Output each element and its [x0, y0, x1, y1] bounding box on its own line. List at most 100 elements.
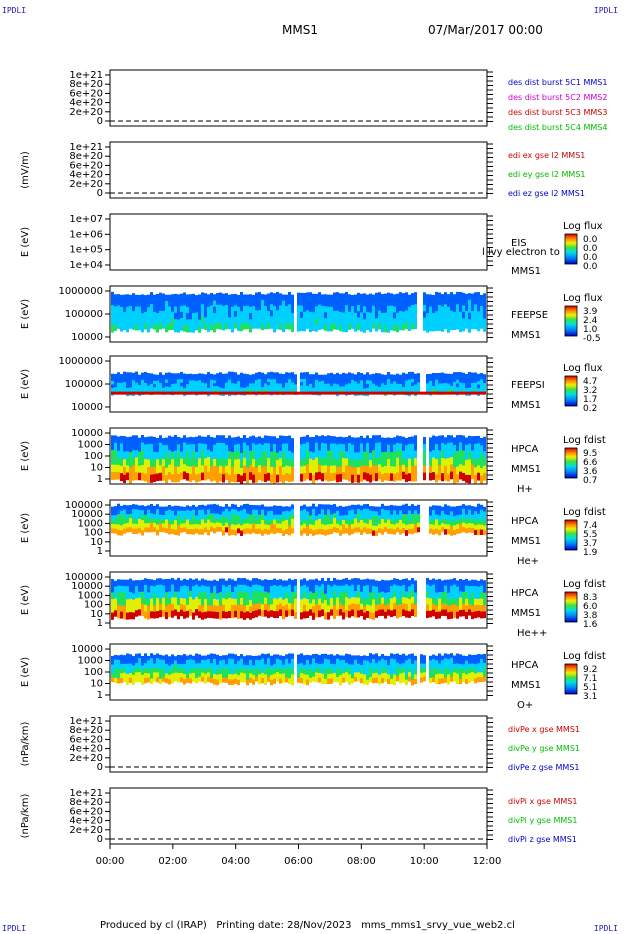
- spec-cell-hpca-he: [285, 519, 288, 525]
- spec-cell-hpca-he2: [255, 603, 258, 611]
- spec-cell-hpca-he2: [348, 586, 351, 593]
- spec-cell-feepsi: [480, 379, 483, 383]
- spec-cell-hpca-h: [177, 459, 180, 468]
- spec-cell-hpca-he2: [360, 609, 363, 617]
- spec-cell-hpca-h: [321, 465, 324, 474]
- spec-cell-feepsi: [405, 377, 408, 382]
- spec-cell-hpca-he: [129, 505, 132, 510]
- spec-cell-hpca-he: [234, 529, 237, 536]
- spec-cell-hpca-o: [309, 673, 312, 679]
- spec-cell-feepse: [303, 292, 306, 300]
- spec-cell-hpca-he: [465, 519, 468, 525]
- legend-divpi: divPi z gse MMS1: [508, 835, 577, 844]
- spec-cell-hpca-o: [171, 673, 174, 679]
- spec-cell-feepsi: [381, 383, 384, 387]
- spec-cell-feepsi: [213, 374, 216, 378]
- spec-cell-hpca-o: [429, 678, 432, 683]
- spec-cell-feepse: [141, 319, 144, 327]
- spec-cell-hpca-he: [120, 525, 123, 531]
- spec-cell-feepse: [369, 312, 372, 320]
- spec-cell-hpca-he2: [177, 598, 180, 606]
- spec-cell-hpca-he2: [120, 592, 123, 600]
- spec-cell-feepsi: [432, 382, 435, 387]
- spec-cell-feepsi: [243, 384, 246, 389]
- spec-cell-hpca-he: [474, 520, 477, 526]
- spec-cell-feepsi: [447, 383, 450, 388]
- spec-cell-feepsi: [345, 377, 348, 382]
- spec-cell-hpca-he2: [411, 603, 414, 610]
- spec-cell-hpca-h: [153, 459, 156, 468]
- spec-cell-feepse: [438, 317, 441, 325]
- spec-cell-hpca-o: [273, 654, 276, 660]
- spec-cell-hpca-he: [279, 519, 282, 525]
- spec-cell-feepsi: [255, 376, 258, 381]
- spec-cell-feepse: [123, 294, 126, 301]
- spec-cell-hpca-o: [258, 655, 261, 661]
- spec-cell-hpca-he2: [168, 591, 171, 599]
- spec-cell-hpca-he2: [303, 598, 306, 606]
- spec-cell-hpca-he: [480, 519, 483, 526]
- spec-cell-feepse: [174, 312, 177, 320]
- spec-cell-hpca-h: [288, 473, 291, 482]
- spec-cell-hpca-he: [162, 519, 165, 524]
- spec-cell-hpca-o: [471, 659, 474, 665]
- spec-cell-hpca-h: [198, 450, 201, 459]
- spec-cell-hpca-o: [348, 659, 351, 665]
- spec-cell-hpca-o: [276, 676, 279, 682]
- spec-cell-hpca-he2: [342, 598, 345, 607]
- spec-cell-feepse: [423, 292, 426, 300]
- spec-cell-hpca-he: [132, 518, 135, 525]
- spec-cell-feepsi: [114, 377, 117, 382]
- spec-cell-hpca-o: [222, 655, 225, 661]
- spec-cell-hpca-he2: [156, 591, 159, 599]
- spec-cell-feepse: [327, 318, 330, 326]
- spec-cell-feepse: [255, 298, 258, 305]
- spec-cell-hpca-he2: [174, 591, 177, 599]
- spec-cell-feepse: [354, 294, 357, 302]
- spec-cell-feepsi: [318, 381, 321, 386]
- spec-cell-hpca-he: [252, 514, 255, 520]
- colorbar-tick-feepse: 1.0: [583, 325, 598, 335]
- spec-cell-feepsi: [162, 378, 165, 382]
- spec-cell-feepse: [240, 292, 243, 299]
- spec-cell-hpca-o: [198, 658, 201, 664]
- spec-cell-feepse: [312, 324, 315, 332]
- spec-cell-hpca-he: [114, 506, 117, 512]
- spec-cell-hpca-he: [135, 504, 138, 510]
- spec-cell-hpca-h: [315, 464, 318, 473]
- spec-cell-hpca-h: [408, 473, 411, 482]
- spec-cell-hpca-h: [225, 437, 228, 446]
- spec-cell-feepsi: [156, 386, 159, 391]
- spec-cell-feepse: [480, 300, 483, 307]
- spec-cell-hpca-o: [399, 668, 402, 674]
- spec-cell-hpca-o: [456, 653, 459, 660]
- spec-cell-feepse: [276, 298, 279, 305]
- spec-cell-feepsi: [111, 384, 114, 389]
- spec-cell-hpca-o: [207, 659, 210, 664]
- spec-cell-feepse: [132, 317, 135, 324]
- spec-cell-hpca-he: [156, 524, 159, 531]
- spec-cell-feepsi: [378, 373, 381, 378]
- spec-cell-hpca-o: [435, 655, 438, 661]
- spec-cell-hpca-he: [171, 510, 174, 516]
- spec-cell-feepsi: [282, 373, 285, 378]
- spec-cell-hpca-he: [483, 506, 486, 512]
- spec-cell-hpca-h: [144, 459, 147, 467]
- spec-cell-hpca-he2: [384, 592, 387, 600]
- spec-cell-feepse: [210, 311, 213, 319]
- spec-cell-feepse: [282, 306, 285, 314]
- spec-cell-hpca-he2: [258, 603, 261, 610]
- spec-cell-hpca-h: [441, 465, 444, 474]
- spec-cell-hpca-he: [216, 513, 219, 519]
- spec-cell-feepsi: [267, 372, 270, 377]
- spec-cell-hpca-h: [192, 458, 195, 467]
- spec-cell-hpca-o: [303, 659, 306, 666]
- spec-cell-hpca-h: [168, 464, 171, 473]
- spec-cell-hpca-o: [201, 672, 204, 678]
- spec-cell-hpca-h: [168, 450, 171, 458]
- spec-cell-feepse: [276, 310, 279, 318]
- spec-cell-hpca-h: [444, 465, 447, 474]
- spec-cell-feepse: [159, 304, 162, 312]
- spec-cell-feepsi: [198, 376, 201, 381]
- spec-cell-hpca-o: [360, 669, 363, 675]
